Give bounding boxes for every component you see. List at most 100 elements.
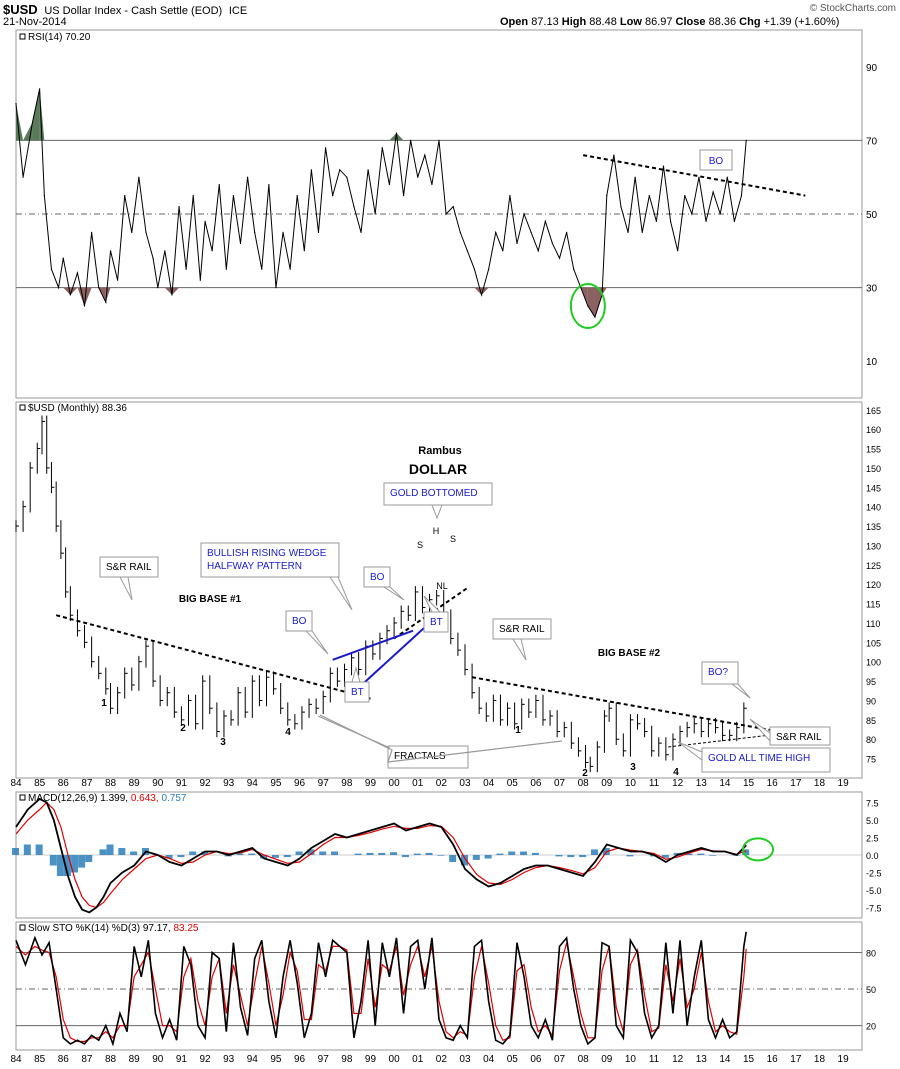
x-tick-label-bottom: 87 [81, 1054, 93, 1065]
wedge-callout-label: BULLISH RISING WEDGE [207, 548, 327, 559]
rsi-point [43, 195, 45, 197]
x-tick-label: 02 [436, 778, 448, 789]
x-tick-label: 06 [530, 778, 542, 789]
head-label: H [433, 526, 440, 536]
macd-histogram-bar [425, 852, 433, 855]
x-tick-label: 84 [10, 778, 22, 789]
macd-histogram-bar [472, 855, 480, 860]
x-tick-label-bottom: 02 [436, 1054, 448, 1065]
rsi-point [733, 220, 735, 222]
macd-tick-label: -2.5 [866, 869, 882, 879]
price-tick-label: 105 [866, 638, 881, 648]
bt-1-callout: BT [344, 666, 370, 703]
rsi-point [452, 206, 454, 208]
gold-ath-callout-label: GOLD ALL TIME HIGH [708, 753, 810, 764]
macd-highlight-circle [742, 837, 774, 862]
rsi-point [332, 195, 334, 197]
macd-histogram-bar [567, 855, 575, 858]
rsi-point [76, 272, 79, 274]
macd-histogram-bar [555, 855, 563, 857]
bo-q-callout-box [701, 661, 739, 685]
fractals-callout-label: FRACTALS [394, 751, 446, 762]
x-tick-label-bottom: 05 [507, 1054, 519, 1065]
rsi-point [152, 257, 154, 259]
x-tick-label: 10 [625, 778, 637, 789]
rsi-point [502, 250, 504, 252]
open-label: Open [500, 16, 529, 28]
low-label: Low [619, 16, 642, 28]
symbol-description: US Dollar Index - Cash Settle (EOD) [44, 5, 223, 17]
macd-tick-label: 5.0 [866, 816, 879, 826]
fractal-number-base2: 3 [630, 762, 636, 773]
rsi-point [627, 231, 629, 233]
rsi-tick-label: 10 [866, 357, 878, 368]
macd-histogram-bar [319, 851, 327, 855]
macd-histogram-bar [236, 853, 244, 855]
stoch-tick-label: 80 [866, 948, 876, 958]
rsi-point [124, 195, 126, 197]
x-tick-label-bottom: 14 [719, 1054, 731, 1065]
x-tick-label-bottom: 84 [10, 1054, 22, 1065]
x-tick-label-bottom: 89 [129, 1054, 141, 1065]
exchange: ICE [228, 5, 248, 17]
x-tick-label: 95 [270, 778, 282, 789]
macd-histogram-bar [189, 851, 197, 855]
right-shoulder-label: S [450, 534, 456, 544]
dollar-label: DOLLAR [409, 461, 467, 477]
x-tick-label-bottom: 17 [790, 1054, 802, 1065]
x-tick-label-bottom: 12 [672, 1054, 684, 1065]
x-tick-label: 01 [412, 778, 424, 789]
macd-histogram-bar [366, 852, 374, 855]
macd-histogram-bar [685, 853, 693, 855]
rsi-point [495, 231, 497, 233]
wedge-callout: BULLISH RISING WEDGE HALFWAY PATTERN [200, 542, 353, 611]
rsi-point [445, 213, 447, 215]
macd-histogram-bar [85, 855, 93, 862]
rsi-point [551, 242, 554, 245]
rsi-point [726, 176, 728, 178]
x-tick-label-bottom: 08 [578, 1054, 590, 1065]
big-base-1-label: BIG BASE #1 [179, 594, 242, 605]
macd-histogram-bar [295, 851, 303, 855]
bt-1-callout-label: BT [351, 687, 364, 698]
macd-histogram-bar [590, 849, 598, 855]
macd-histogram-bar [378, 852, 386, 855]
sr-rail-1-callout-label: S&R RAIL [106, 562, 152, 573]
stoch-d-line [15, 942, 747, 1043]
stoch-tick-label: 20 [866, 1022, 876, 1032]
stoch-legend-part: 97.17, [143, 923, 174, 934]
x-tick-label-bottom: 99 [365, 1054, 377, 1065]
rsi-point [395, 132, 398, 134]
rsi-oversold-fill [77, 287, 85, 306]
x-tick-label: 88 [105, 778, 117, 789]
macd-histogram-bar [118, 848, 126, 855]
sr-rail-2-callout: S&R RAIL [492, 618, 552, 661]
x-tick-label: 19 [838, 778, 850, 789]
bt-2-callout-box [423, 611, 449, 633]
close-value: 88.36 [708, 16, 737, 28]
symbol: $USD [3, 2, 38, 17]
rsi-point [537, 250, 539, 252]
x-tick-label: 12 [672, 778, 684, 789]
close-label: Close [675, 16, 706, 28]
high-label: High [561, 16, 587, 28]
rsi-point [530, 231, 532, 233]
price-tick-label: 85 [866, 716, 876, 726]
rsi-point [516, 242, 518, 245]
rsi-point [324, 147, 327, 149]
sr-rail-1-callout-pointer [119, 576, 133, 601]
price-legend-swatch [19, 404, 26, 411]
bo-1-callout-pointer [304, 630, 329, 655]
bo-rsi-callout-label: BO [709, 156, 724, 167]
x-tick-label: 00 [389, 778, 401, 789]
big-base-2-label: BIG BASE #2 [598, 648, 661, 659]
low-value: 86.97 [644, 16, 673, 28]
rsi-point [367, 169, 369, 171]
rsi-point [566, 231, 568, 233]
rsi-point [655, 220, 658, 222]
sr-rail-3-callout-pointer [749, 718, 771, 743]
macd-histogram-bar [99, 849, 107, 855]
rsi-overbought-fill [39, 88, 45, 141]
rsi-tick-label: 90 [866, 63, 878, 74]
rsi-tick-label: 30 [866, 284, 878, 295]
